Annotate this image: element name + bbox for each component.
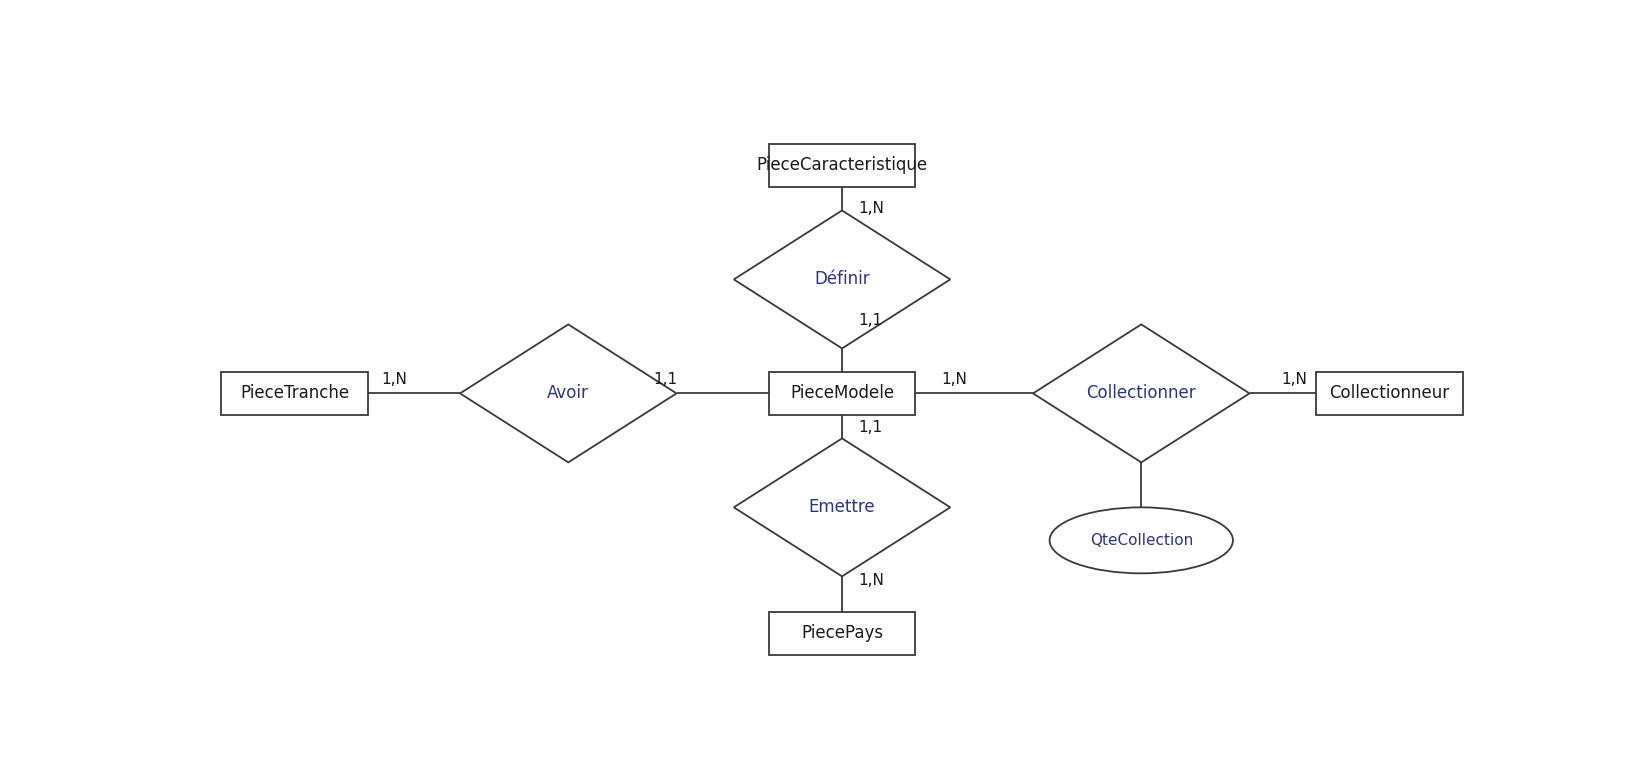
Polygon shape (734, 210, 950, 348)
Text: 1,N: 1,N (381, 372, 407, 387)
Ellipse shape (1050, 507, 1232, 573)
Text: Collectionner: Collectionner (1086, 384, 1196, 403)
Text: 1,N: 1,N (1282, 372, 1308, 387)
Text: QteCollection: QteCollection (1089, 533, 1193, 548)
FancyBboxPatch shape (769, 372, 915, 415)
Text: 1,N: 1,N (941, 372, 968, 387)
Text: Collectionneur: Collectionneur (1329, 384, 1449, 403)
Text: PieceCaracteristique: PieceCaracteristique (756, 157, 928, 174)
Text: PieceTranche: PieceTranche (240, 384, 348, 403)
FancyBboxPatch shape (769, 144, 915, 187)
Polygon shape (460, 324, 677, 463)
Polygon shape (734, 439, 950, 576)
Text: 1,N: 1,N (859, 573, 884, 588)
Polygon shape (1033, 324, 1250, 463)
Text: Définir: Définir (815, 270, 869, 288)
Text: 1,1: 1,1 (859, 312, 882, 328)
Text: 1,N: 1,N (859, 201, 884, 216)
FancyBboxPatch shape (1316, 372, 1462, 415)
Text: PiecePays: PiecePays (802, 624, 882, 643)
Text: PieceModele: PieceModele (790, 384, 894, 403)
FancyBboxPatch shape (769, 612, 915, 655)
Text: Avoir: Avoir (547, 384, 590, 403)
Text: 1,1: 1,1 (859, 420, 882, 435)
Text: 1,1: 1,1 (654, 372, 677, 387)
FancyBboxPatch shape (222, 372, 368, 415)
Text: Emettre: Emettre (808, 499, 876, 516)
